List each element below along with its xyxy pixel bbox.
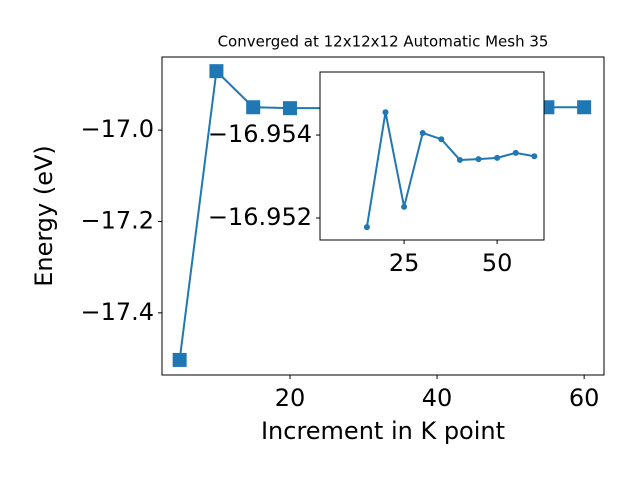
plot-group: [363, 109, 538, 231]
y-tick-label: −17.0: [80, 115, 154, 143]
marker: [401, 203, 408, 210]
marker: [209, 64, 224, 79]
marker: [475, 156, 482, 163]
y-tick-label: −17.2: [80, 206, 154, 234]
x-axis-label: Increment in K point: [261, 417, 505, 445]
marker: [282, 101, 297, 116]
y-tick-label: −17.4: [80, 298, 154, 326]
axes-frame: [319, 71, 545, 241]
marker: [438, 136, 445, 143]
x-tick-label: 25: [389, 249, 420, 277]
line: [365, 112, 535, 228]
y-axis-label: Energy (eV): [30, 145, 58, 287]
x-tick-label: 20: [275, 384, 306, 412]
marker: [456, 156, 463, 163]
x-tick-label: 50: [482, 249, 513, 277]
marker: [382, 109, 389, 116]
marker: [494, 154, 501, 161]
x-tick-label: 40: [422, 384, 453, 412]
marker: [172, 352, 187, 367]
y-tick-label: −16.952: [208, 203, 312, 231]
axes-frame: [161, 56, 605, 376]
marker: [246, 100, 261, 115]
marker: [363, 224, 370, 231]
marker: [531, 153, 538, 160]
chart-title: Converged at 12x12x12 Automatic Mesh 35: [218, 33, 549, 51]
y-tick-label: −16.954: [208, 120, 312, 148]
marker: [577, 100, 592, 115]
marker: [419, 129, 426, 136]
x-tick-label: 60: [569, 384, 600, 412]
marker: [512, 149, 519, 156]
plot-area: [320, 72, 544, 240]
